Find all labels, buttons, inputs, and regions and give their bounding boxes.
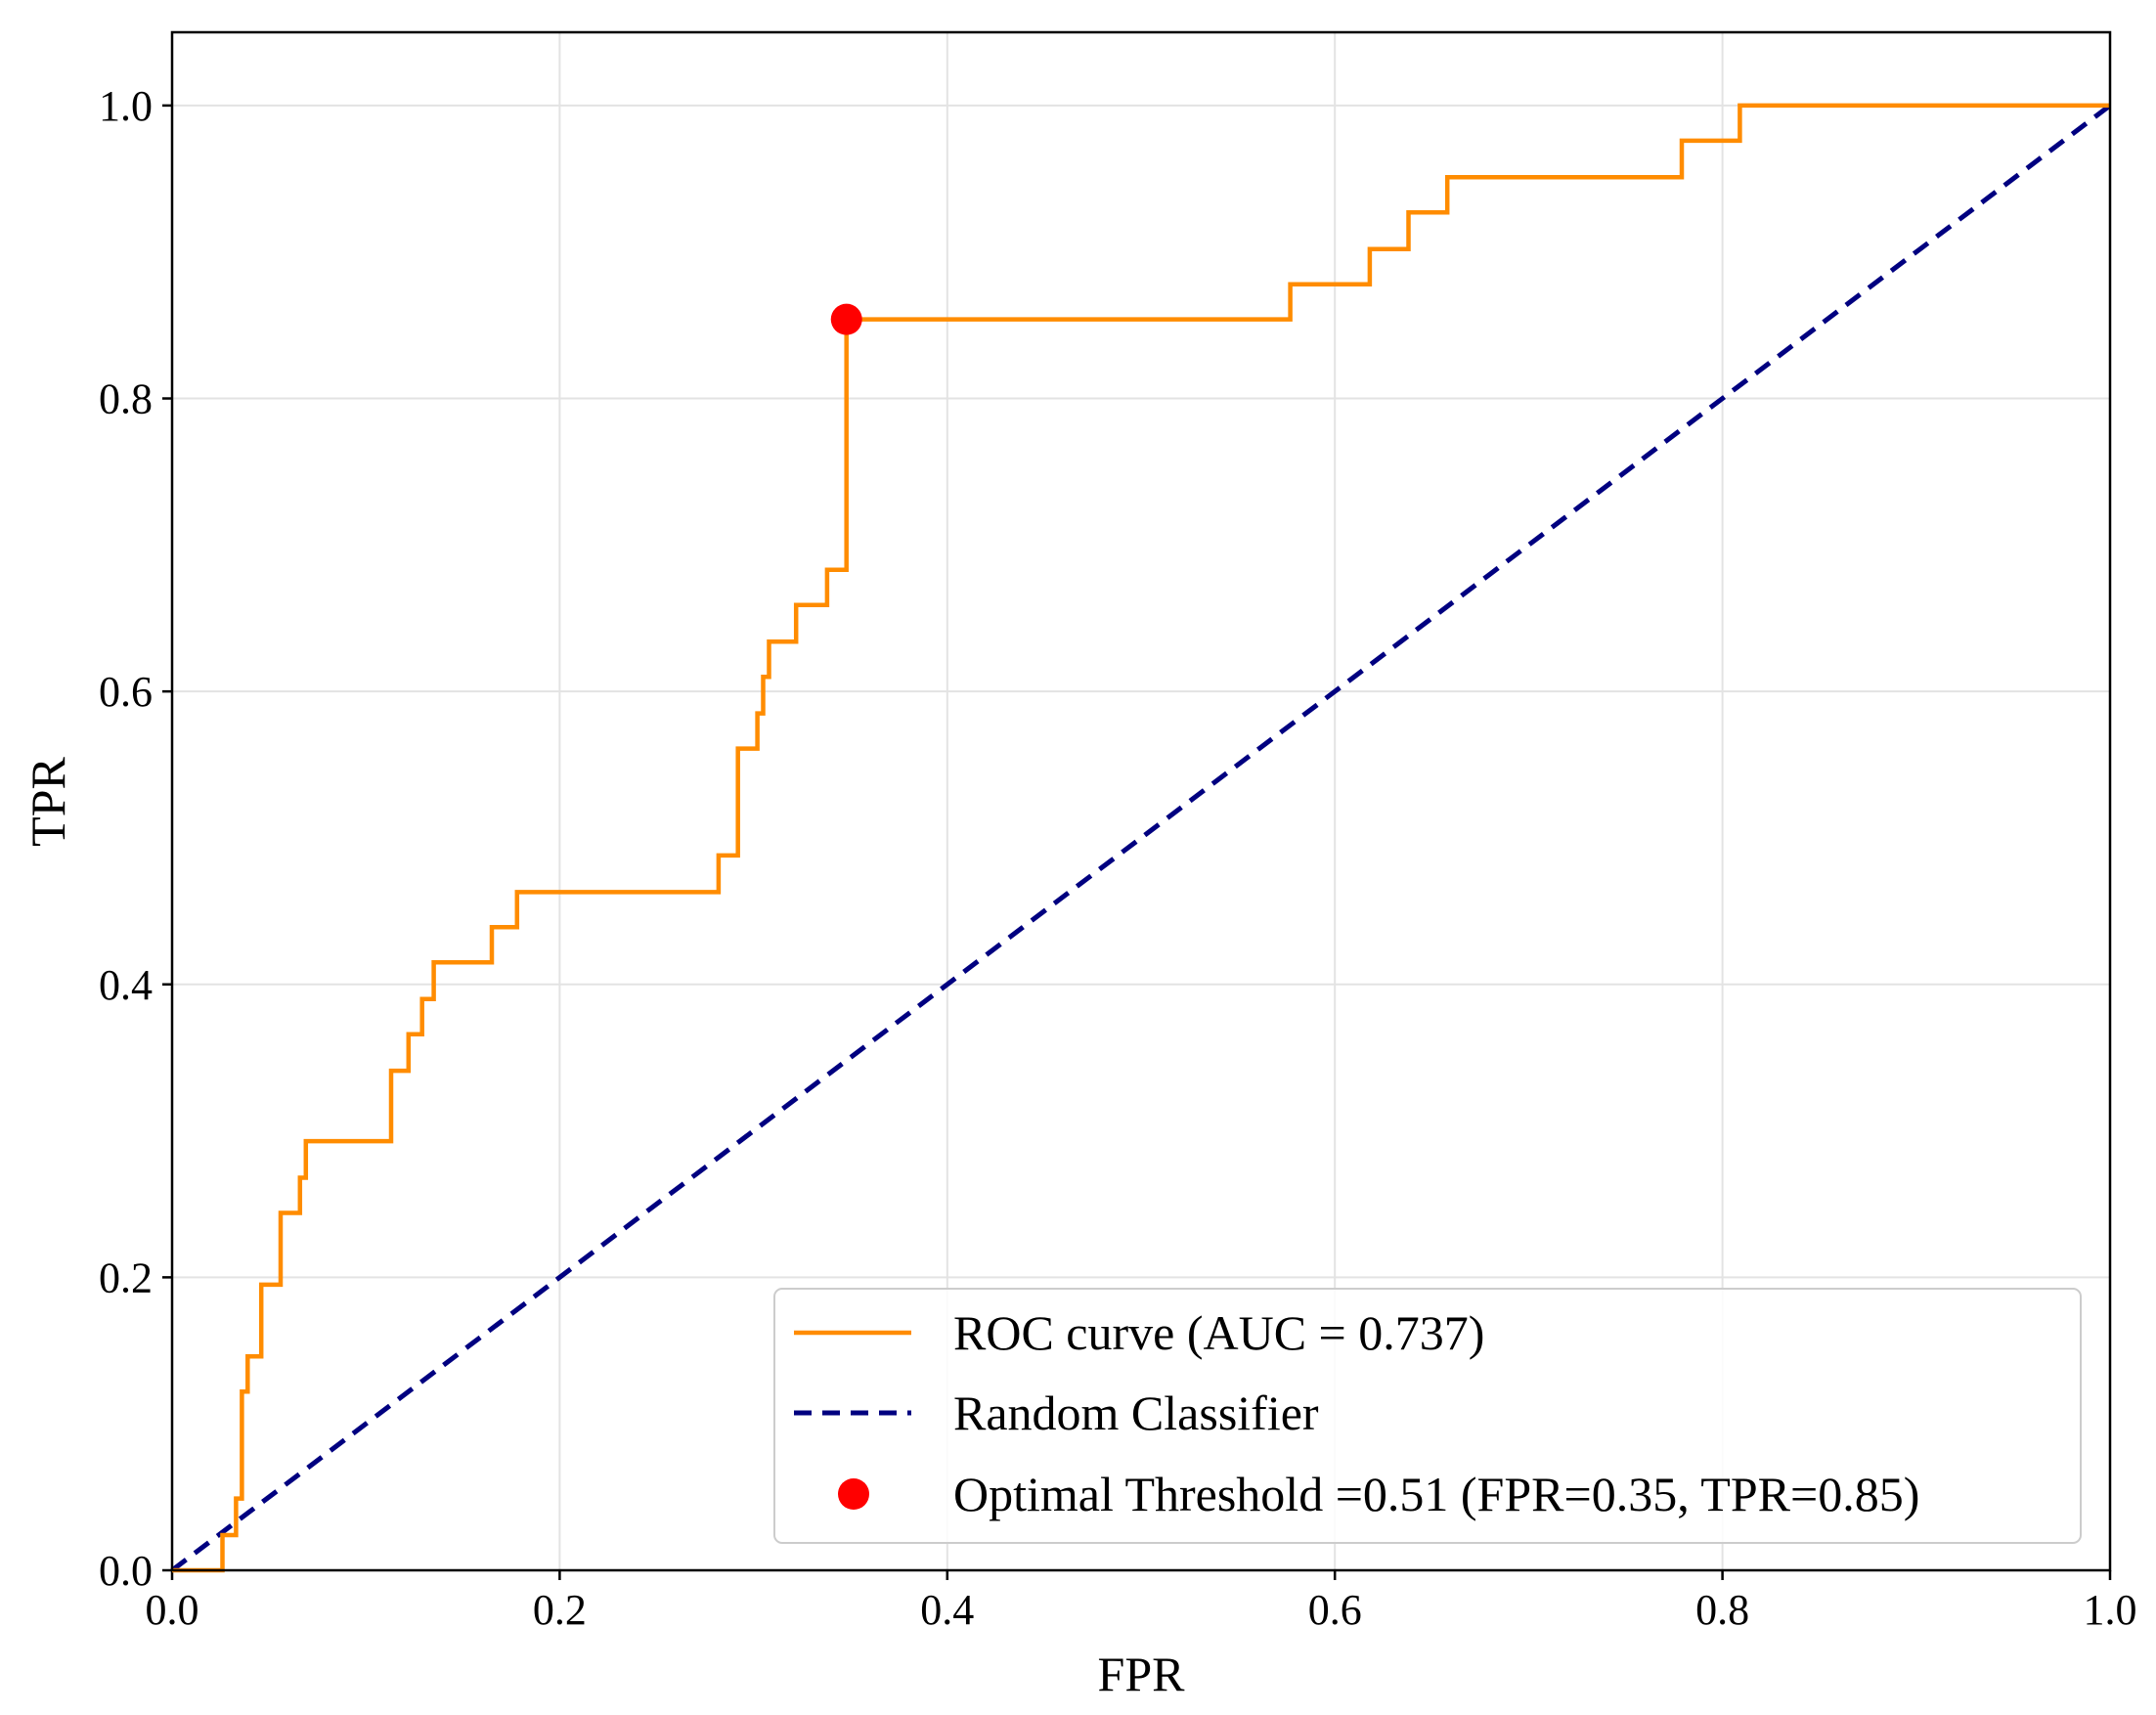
x-tick-label: 0.0 [146,1586,199,1634]
plot-frame [170,30,2112,1572]
random-classifier-line [170,103,2112,1572]
y-tick-label: 0.2 [99,1253,153,1301]
optimal-threshold-point [830,303,862,335]
legend-roc-label: ROC curve (AUC = 0.737) [953,1305,1484,1360]
legend-box [773,1288,2082,1544]
x-axis-label: FPR [1098,1647,1186,1701]
x-tick-label: 0.6 [1308,1586,1362,1634]
y-tick-label: 0.4 [99,961,153,1009]
y-tick-label: 1.0 [99,82,153,130]
x-tick-label: 0.4 [920,1586,974,1634]
x-tick-label: 1.0 [2084,1586,2137,1634]
y-tick-label: 0.0 [99,1547,153,1595]
x-tick-label: 0.2 [533,1586,587,1634]
legend-threshold-label: Optimal Threshold =0.51 (FPR=0.35, TPR=0… [953,1467,1919,1521]
x-tick-label: 0.8 [1695,1586,1749,1634]
legend-threshold-swatch [838,1478,869,1510]
y-tick-label: 0.8 [99,375,153,423]
axis-ticks: 0.0 0.2 0.4 0.6 0.8 1.0 0.0 0.2 0.4 0.6 0.8 1.0 [99,82,2137,1634]
y-axis-label: TPR [21,757,75,847]
roc-curve-line [172,103,2110,1573]
y-tick-label: 0.6 [99,668,153,716]
legend-random-label: Random Classifier [953,1385,1319,1440]
legend: ROC curve (AUC = 0.737) Random Classifie… [773,1288,2082,1544]
